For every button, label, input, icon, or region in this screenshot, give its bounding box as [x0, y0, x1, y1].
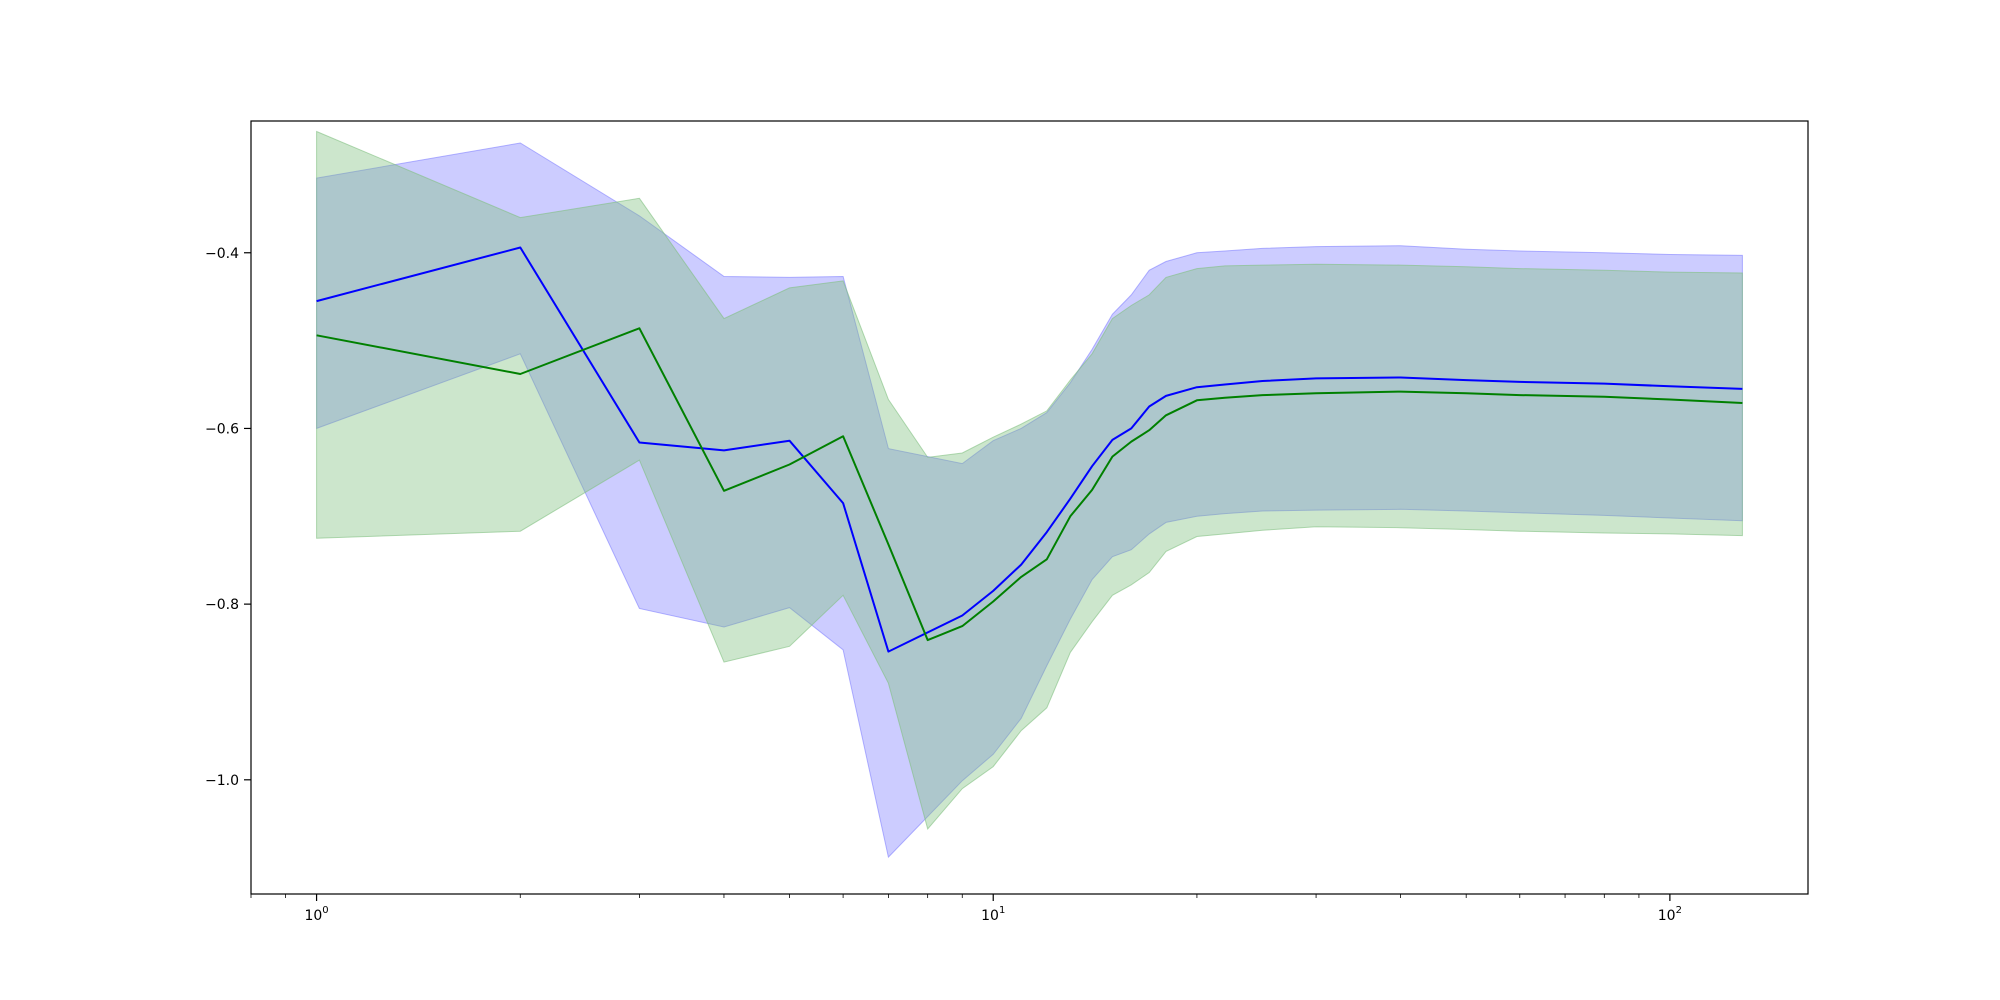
confidence-bands — [316, 130, 1743, 859]
y-axis: −0.4 −0.6 −0.8 −1.0 — [205, 246, 251, 789]
series-lines — [316, 246, 1743, 653]
plot-frame — [250, 120, 1809, 895]
y-tick-label: −0.8 — [205, 597, 239, 613]
y-tick-label: −0.4 — [205, 246, 239, 262]
y-tick-label: −0.6 — [205, 421, 239, 437]
series-1-line — [316, 246, 1743, 653]
series-2-band — [316, 130, 1743, 831]
y-tick-label: −1.0 — [205, 773, 239, 789]
series-2-line — [316, 327, 1743, 642]
